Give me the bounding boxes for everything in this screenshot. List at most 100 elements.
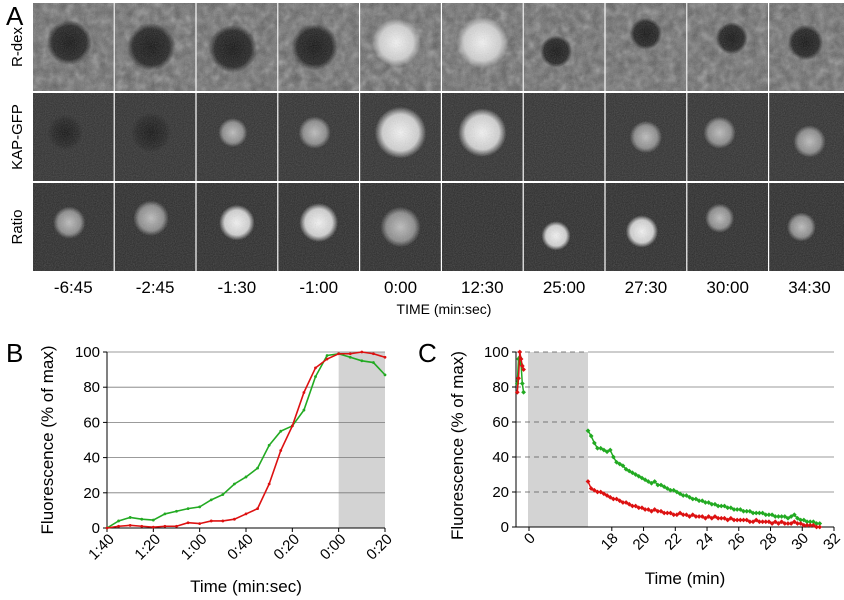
data-point	[795, 515, 800, 521]
y-tick-label: 60	[492, 414, 509, 431]
data-point	[610, 454, 616, 460]
data-point	[684, 512, 689, 518]
data-point	[598, 489, 604, 495]
data-point	[652, 479, 658, 484]
y-tick-label: 80	[492, 379, 509, 396]
data-point	[585, 428, 591, 434]
data-point	[712, 501, 718, 507]
time-label: 34:30	[788, 278, 831, 297]
data-point	[798, 517, 804, 523]
data-point	[652, 507, 658, 512]
data-point	[801, 517, 807, 523]
data-point	[779, 514, 785, 519]
data-point	[715, 503, 721, 509]
row-label: R-dex	[9, 26, 26, 67]
data-point	[645, 507, 651, 512]
data-point	[383, 373, 387, 377]
data-point	[766, 519, 772, 525]
data-point	[810, 519, 816, 525]
row-labels: R-dex KAP-GFP Ratio	[9, 26, 26, 244]
micrograph-tile	[196, 93, 278, 181]
data-point	[718, 503, 724, 509]
data-point	[630, 470, 635, 476]
data-point	[664, 510, 670, 516]
data-point	[521, 367, 526, 372]
y-axis-label: Fluorescence (% of max)	[448, 351, 467, 540]
data-point	[198, 505, 202, 509]
data-point	[617, 498, 623, 504]
y-tick-label: 20	[492, 484, 509, 501]
data-point	[788, 514, 794, 519]
data-point	[642, 477, 648, 483]
x-tick-label: 18	[598, 530, 622, 554]
tile-noise	[33, 3, 114, 91]
data-point	[128, 523, 132, 527]
micrograph-tile	[33, 93, 114, 181]
data-point	[617, 461, 623, 467]
data-point	[325, 357, 329, 361]
shaded-region	[528, 352, 588, 527]
data-point	[703, 515, 708, 521]
panel-label-a: A	[6, 1, 24, 31]
y-tick-label: 0	[92, 520, 100, 537]
y-tick-label: 60	[83, 414, 100, 431]
data-point	[601, 447, 607, 453]
micrograph-panel: A R-dex KAP-GFP Ratio -6:45 -2:45 -1:30 -1:00…	[6, 1, 844, 317]
tile-noise	[33, 93, 114, 181]
tile-noise	[687, 183, 768, 271]
data-point	[776, 521, 781, 526]
data-point	[798, 521, 804, 526]
data-point	[649, 508, 654, 514]
tile-noise	[769, 183, 844, 271]
x-tick-label: 0:40	[224, 531, 257, 564]
data-point	[372, 361, 375, 364]
data-point	[772, 514, 778, 519]
data-point	[117, 524, 120, 528]
data-point	[348, 355, 352, 359]
time-label: -1:30	[218, 278, 257, 297]
data-point	[772, 519, 778, 525]
data-point	[671, 487, 677, 493]
data-point	[782, 514, 788, 519]
data-point	[741, 508, 746, 514]
data-point	[302, 408, 306, 412]
data-point	[696, 498, 702, 504]
data-point	[731, 507, 737, 512]
y-tick-label: 100	[75, 344, 100, 361]
data-point	[117, 519, 120, 523]
tile-noise	[114, 183, 196, 271]
tile-noise	[442, 183, 523, 271]
y-tick-label: 20	[83, 485, 100, 502]
y-tick-label: 0	[501, 519, 509, 536]
micrograph-tile	[523, 3, 605, 91]
data-point	[760, 519, 765, 525]
data-point	[709, 515, 715, 521]
series-line	[587, 430, 820, 525]
data-point	[140, 524, 144, 528]
data-point	[674, 512, 680, 518]
data-point	[734, 517, 740, 523]
x-tick-label: 0:20	[270, 531, 303, 564]
data-point	[661, 510, 667, 516]
data-point	[712, 514, 718, 519]
micrograph-tile	[360, 183, 441, 271]
data-point	[722, 503, 727, 509]
data-point	[699, 498, 705, 504]
data-point	[687, 514, 692, 519]
data-point	[804, 522, 810, 528]
data-point	[741, 517, 746, 523]
data-point	[658, 482, 664, 488]
data-point	[750, 510, 756, 516]
data-point	[807, 522, 813, 528]
tile-noise	[605, 183, 687, 271]
tile-noise	[523, 3, 605, 91]
tile-noise	[196, 183, 278, 271]
data-point	[516, 356, 521, 362]
data-point	[244, 512, 248, 516]
data-point	[607, 494, 613, 500]
micrograph-tile	[278, 183, 359, 271]
data-point	[782, 521, 788, 526]
chart-b: 0 20 40 60 80 100 1:40 1:20 1:00 0:40 0:20 0:00 0:20…	[38, 344, 396, 596]
data-point	[221, 519, 225, 523]
micrograph-tile	[114, 183, 196, 271]
